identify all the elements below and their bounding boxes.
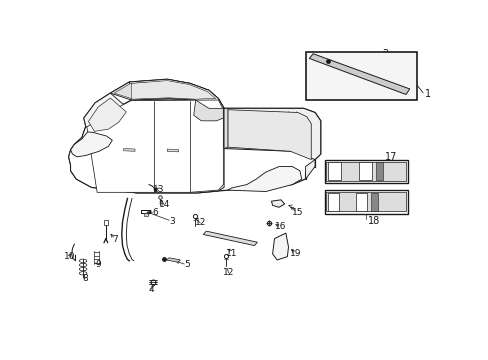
Polygon shape: [110, 80, 208, 100]
Bar: [324, 159, 407, 183]
Text: 7: 7: [112, 235, 118, 244]
Polygon shape: [87, 100, 223, 192]
Bar: [326, 162, 405, 181]
Text: 4: 4: [362, 167, 367, 176]
Polygon shape: [305, 159, 314, 179]
Text: 13: 13: [153, 185, 164, 194]
Polygon shape: [227, 110, 311, 159]
Bar: [375, 162, 383, 180]
Polygon shape: [131, 81, 215, 99]
Polygon shape: [167, 149, 178, 152]
Polygon shape: [68, 79, 320, 193]
Text: 6: 6: [152, 208, 158, 217]
Bar: [305, 51, 417, 100]
Polygon shape: [309, 54, 409, 94]
Bar: [327, 162, 340, 180]
Polygon shape: [84, 93, 129, 132]
Bar: [324, 190, 407, 214]
Polygon shape: [272, 233, 288, 260]
Polygon shape: [129, 79, 224, 108]
Polygon shape: [203, 231, 257, 246]
Text: 8: 8: [82, 274, 88, 283]
Polygon shape: [123, 149, 135, 151]
Text: 12: 12: [223, 268, 234, 277]
Polygon shape: [224, 108, 227, 149]
Text: 4: 4: [358, 197, 363, 206]
Text: 10: 10: [63, 252, 75, 261]
Bar: [355, 193, 366, 211]
Polygon shape: [114, 81, 205, 99]
Text: 4: 4: [148, 285, 153, 294]
Text: 3: 3: [168, 217, 174, 226]
Bar: [326, 192, 405, 211]
Text: 9: 9: [95, 261, 101, 269]
Text: 2: 2: [381, 49, 387, 59]
Text: 17: 17: [384, 152, 396, 162]
Polygon shape: [193, 100, 223, 121]
Bar: [358, 162, 371, 180]
Polygon shape: [271, 200, 284, 207]
Text: 5: 5: [183, 261, 189, 269]
Text: 11: 11: [225, 248, 237, 257]
Polygon shape: [166, 258, 180, 262]
Polygon shape: [88, 98, 126, 131]
Text: 14: 14: [158, 200, 169, 209]
Text: 15: 15: [291, 208, 303, 217]
Polygon shape: [70, 132, 112, 157]
Polygon shape: [227, 167, 301, 192]
Bar: [370, 193, 378, 211]
Text: 18: 18: [367, 216, 379, 226]
Text: 12: 12: [194, 218, 205, 227]
Text: 4: 4: [331, 167, 336, 176]
Bar: [327, 193, 338, 211]
Text: 16: 16: [275, 222, 286, 231]
Polygon shape: [68, 90, 224, 193]
Text: 19: 19: [289, 248, 301, 257]
Text: 1: 1: [424, 89, 430, 99]
Bar: [103, 220, 108, 225]
Polygon shape: [224, 108, 320, 159]
Text: F: F: [330, 197, 335, 206]
Bar: [143, 213, 148, 216]
